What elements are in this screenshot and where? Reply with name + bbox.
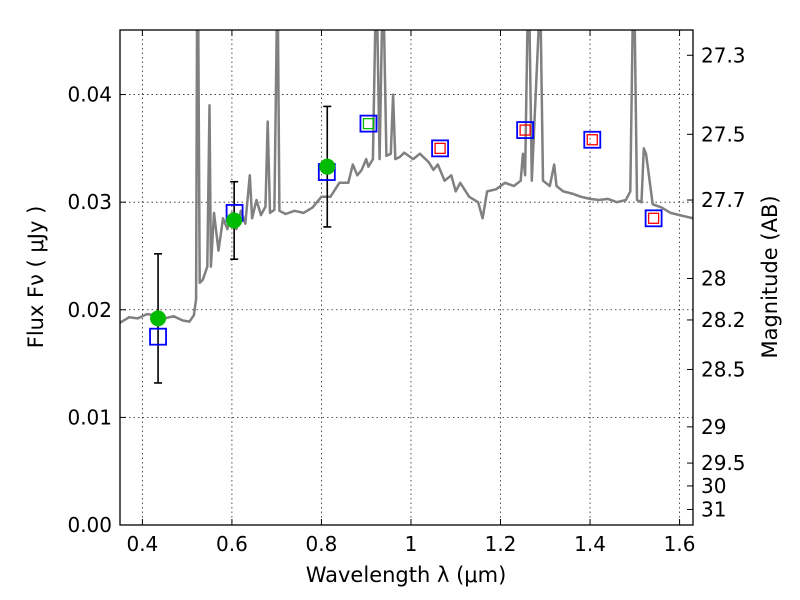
- right-tick-label: 31: [701, 497, 726, 521]
- x-tick-label: 1.2: [485, 532, 517, 556]
- observed-flux-square: [583, 130, 602, 149]
- model-flux-square: [362, 117, 375, 130]
- detection-point: [150, 310, 167, 327]
- y-tick-label: 0.01: [67, 405, 112, 429]
- y-tick-label: 0.00: [67, 513, 112, 537]
- detection-point: [319, 158, 336, 175]
- x-tick-label: 1: [405, 532, 418, 556]
- y-tick-label: 0.03: [67, 190, 112, 214]
- model-spectrum-line: [120, 30, 693, 324]
- y-axis-label: Flux Fν ( μJy ): [24, 206, 48, 349]
- right-tick-label: 29: [701, 415, 726, 439]
- x-tick-label: 1.4: [574, 532, 606, 556]
- model-flux-square: [586, 134, 598, 146]
- x-tick-label: 1.6: [664, 532, 696, 556]
- observed-flux-square: [149, 327, 167, 346]
- right-tick-label: 27.5: [701, 122, 746, 146]
- y-tick-label: 0.02: [67, 298, 112, 322]
- observed-flux-square: [359, 114, 378, 133]
- right-tick-label: 29.5: [701, 451, 746, 475]
- right-tick-label: 28: [701, 266, 726, 290]
- model-flux-square: [647, 212, 660, 224]
- observed-flux-square: [431, 139, 449, 158]
- y-tick-label: 0.04: [67, 83, 112, 107]
- right-tick-label: 28.5: [701, 357, 746, 381]
- model-flux-square: [434, 142, 446, 155]
- detection-point: [226, 212, 243, 229]
- x-tick-label: 0.8: [306, 532, 338, 556]
- x-tick-label: 0.6: [216, 532, 248, 556]
- right-tick-label: 27.7: [701, 188, 746, 212]
- grid: [120, 30, 693, 526]
- right-tick-label: 27.3: [701, 43, 746, 67]
- observed-flux-square: [516, 121, 535, 139]
- right-tick-label: 30: [701, 474, 726, 498]
- ticks: 0.4 0.6 0.8 1 1.2 1.4 1.6 0.00 0.01 0.02 0.03 0.04 2…: [67, 30, 746, 556]
- right-axis-label: Magnitude (AB): [758, 195, 782, 358]
- observed-flux-square: [644, 209, 663, 228]
- model-flux-square: [519, 124, 531, 136]
- plot-area: [120, 30, 693, 384]
- plot-frame: [119, 29, 694, 526]
- x-tick-label: 0.4: [126, 532, 158, 556]
- x-axis-label: Wavelength λ (μm): [306, 563, 507, 587]
- right-tick-label: 28.2: [701, 308, 746, 332]
